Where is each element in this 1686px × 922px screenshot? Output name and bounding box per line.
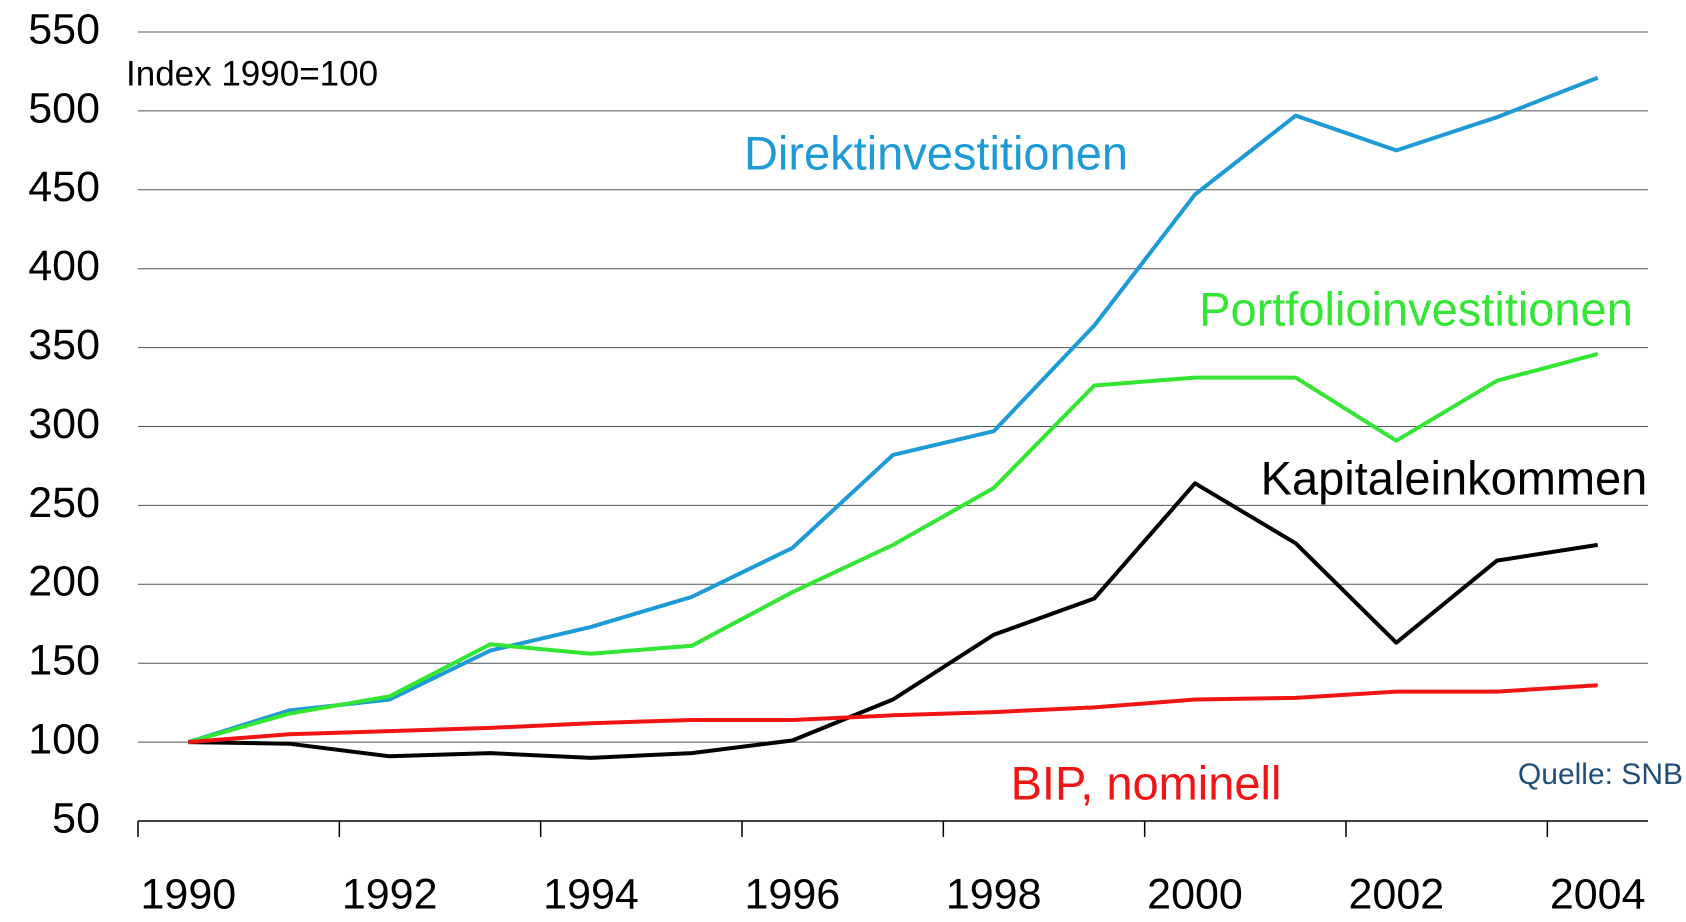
chart-subtitle: Index 1990=100 xyxy=(126,54,378,93)
y-tick-label: 450 xyxy=(28,163,100,211)
y-tick-label: 350 xyxy=(28,321,100,369)
x-tick-label: 2004 xyxy=(1550,870,1646,918)
y-tick-label: 550 xyxy=(28,5,100,53)
y-tick-label: 500 xyxy=(28,84,100,132)
series-label: Direktinvestitionen xyxy=(744,126,1128,179)
x-tick-label: 1992 xyxy=(342,870,438,918)
x-tick-label: 2000 xyxy=(1147,870,1243,918)
x-tick-label: 1996 xyxy=(744,870,840,918)
x-tick-label: 1990 xyxy=(140,870,236,918)
y-tick-label: 100 xyxy=(28,715,100,763)
series-line xyxy=(188,683,1598,745)
y-tick-label: 200 xyxy=(28,558,100,606)
x-tick-label: 2002 xyxy=(1348,870,1444,918)
y-tick-label: 150 xyxy=(28,637,100,685)
series-line xyxy=(187,75,1599,745)
series-label: Portfolioinvestitionen xyxy=(1199,282,1633,335)
x-tick-label: 1994 xyxy=(543,870,639,918)
source-note: Quelle: SNB xyxy=(1518,758,1683,791)
series-line xyxy=(188,481,1599,760)
x-tick-label: 1998 xyxy=(946,870,1042,918)
series-label: BIP, nominell xyxy=(1011,756,1282,809)
series-line xyxy=(187,351,1599,745)
y-tick-label: 300 xyxy=(28,400,100,448)
y-tick-label: 250 xyxy=(28,479,100,527)
y-tick-label: 50 xyxy=(52,794,100,842)
series-label: Kapitaleinkommen xyxy=(1261,451,1648,504)
y-tick-label: 400 xyxy=(28,242,100,290)
